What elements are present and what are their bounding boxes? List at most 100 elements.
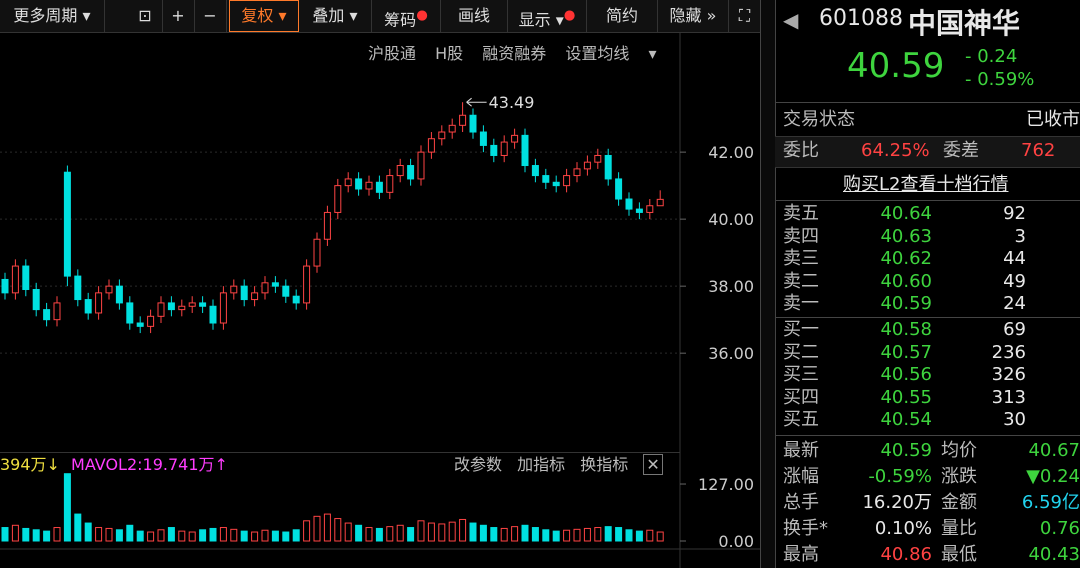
volume-bar [178,530,186,542]
candle-body [417,151,425,180]
book-label: 买四 [783,386,819,408]
candle-body [573,168,581,177]
volume-bar [604,526,612,542]
tool[interactable]: 改参数 [454,455,503,474]
lock-icon[interactable]: ⊡ [128,0,163,32]
toolbar-label: 叠加 [312,6,345,25]
candle-body [375,181,383,193]
mavol-label: MAVOL2:19.741万↑ [71,455,228,474]
candle-body [63,171,71,277]
candle-body [271,282,279,287]
splitter[interactable] [760,0,776,568]
volume-bar [448,521,456,542]
candle-body [188,302,196,307]
candle-body [542,175,550,183]
candle-body [646,205,654,213]
price: 40.59 [847,46,945,86]
toolbar-item[interactable]: 显示 ▾● [508,0,587,32]
candle-body [43,309,51,321]
zoom-out[interactable]: − [194,0,227,32]
volume-bar [271,530,279,542]
candle-body [594,154,602,163]
toolbar-label: 隐藏 [669,6,702,25]
candle-body [32,289,40,311]
volume-bar [167,527,175,542]
status-value: 已收市 [1026,109,1080,130]
volume-bar [344,522,352,542]
book-label: 卖四 [783,225,819,247]
candle-body [635,208,643,213]
volume-bar [635,530,643,542]
candle-body [240,285,248,301]
volume-bar [583,527,591,542]
toolbar-label: 显示 [518,10,551,30]
tab[interactable]: 沪股通 [368,44,417,63]
fullscreen-icon[interactable]: ⛶ [738,6,751,25]
ratio-value: 64.25% [861,140,930,161]
toolbar-item[interactable]: 画线 [441,0,508,32]
candle-body [490,144,498,156]
volume-bar [396,524,404,542]
tab[interactable]: 设置均线 [565,44,630,63]
book-price: 40.62 [880,248,932,270]
close-icon[interactable]: ✕ [643,454,663,475]
volume-bar [531,527,539,542]
period-menu[interactable]: 更多周期 ▾ [0,0,105,32]
candle-body [552,181,560,187]
stat-label: 金额 [941,492,977,513]
candle-body [209,305,217,324]
volume-bar [511,526,519,542]
candle-body [355,178,363,190]
volume-bar [136,530,144,542]
zoom-in[interactable]: + [162,0,195,32]
candle-body [219,292,227,324]
candle-body [167,302,175,311]
prev-arrow[interactable]: ◀ [783,8,799,32]
chart-tabs: 沪股通 H股 融资融券 设置均线 ▾ [368,44,657,63]
book-label: 卖五 [783,203,819,224]
book-label: 买二 [783,341,819,363]
book-label: 买三 [783,364,819,386]
tab[interactable]: 融资融券 [482,44,547,63]
candle-body [344,178,352,187]
tab[interactable]: H股 [435,44,464,63]
volume-bar [84,522,92,542]
volume-bar [292,529,300,542]
volume-legend: 394万↓ MAVOL2:19.741万↑ 改参数 加指标 换指标 ✕ [0,452,680,477]
candle-body [448,124,456,133]
book-volume: 44 [1003,248,1026,270]
stat-value: 40.67 [1028,440,1080,461]
candle-body [438,131,446,140]
toolbar-item[interactable]: 筹码● [372,0,441,32]
y-tick-label: 40.00 [708,210,754,229]
toolbar-label: 简约 [605,6,638,25]
volume-bar [365,527,373,542]
volume-bar [427,522,435,542]
candle-body [583,161,591,170]
tool[interactable]: 加指标 [517,455,566,474]
candle-body [323,211,331,240]
toolbar-item[interactable]: 隐藏 » [658,0,729,32]
tool[interactable]: 换指标 [580,455,629,474]
candle-body [22,265,30,291]
toolbar-item[interactable]: 简约 [587,0,658,32]
toolbar-item[interactable]: 叠加 ▾ [299,0,372,32]
candle-body [469,114,477,133]
candle-body [365,181,373,190]
change-pct: - 0.59% [965,69,1035,90]
volume-bar [74,513,82,542]
l2-link[interactable]: 购买L2查看十档行情 [843,174,1009,195]
volume-bar [521,524,529,542]
volume-bar [479,524,487,542]
candle-body [521,134,529,167]
y-tick-label: 36.00 [708,344,754,363]
volume-bar [209,527,217,542]
volume-bar [22,527,30,542]
toolbar-item[interactable]: 复权 ▾ [229,0,299,32]
stat-value: 40.43 [1028,544,1080,565]
toolbar-item[interactable]: 更多周期 [13,6,78,25]
candle-body [74,275,82,301]
candle-body [115,285,123,304]
diff-value: 762 [1021,140,1056,161]
candle-body [479,131,487,146]
